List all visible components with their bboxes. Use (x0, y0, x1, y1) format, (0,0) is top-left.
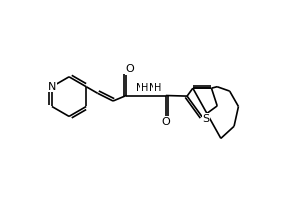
Text: N: N (136, 83, 143, 93)
Text: H: H (141, 83, 148, 93)
Text: O: O (125, 64, 134, 74)
Text: N: N (149, 83, 157, 93)
Text: S: S (202, 114, 210, 124)
Text: N: N (48, 82, 56, 92)
Text: H: H (154, 83, 161, 93)
Text: O: O (161, 117, 170, 127)
